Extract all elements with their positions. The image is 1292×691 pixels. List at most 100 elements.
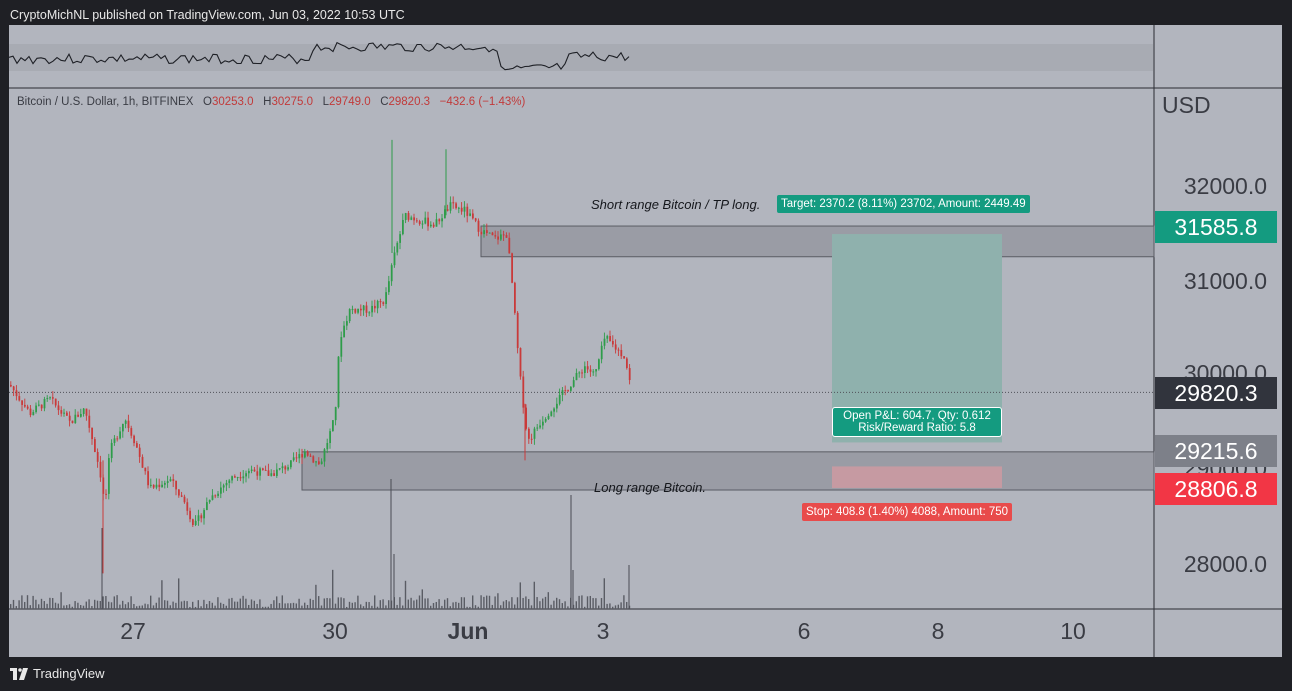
volume-bar — [558, 599, 561, 609]
candle-body — [393, 252, 396, 266]
volume-bar — [502, 601, 505, 609]
candle-body — [460, 207, 463, 212]
volume-bar — [228, 598, 230, 609]
candle-body — [180, 495, 183, 497]
volume-bar — [357, 595, 359, 609]
entry-price-tag: 29215.6 — [1155, 435, 1277, 467]
candle-body — [463, 206, 466, 212]
candle-body — [421, 223, 424, 225]
candle-body — [295, 457, 298, 459]
volume-bar — [354, 602, 356, 609]
candle-body — [248, 470, 250, 474]
target-label[interactable]: Target: 2370.2 (8.11%) 23702, Amount: 24… — [777, 195, 1030, 213]
volume-bar — [74, 601, 76, 609]
volume-bar — [256, 604, 258, 609]
candle-body — [480, 231, 483, 235]
candle-body — [214, 495, 217, 497]
volume-bar — [60, 592, 62, 609]
pnl-box[interactable]: Open P&L: 604.7, Qty: 0.612 Risk/Reward … — [832, 407, 1002, 437]
candle-body — [18, 396, 21, 401]
high-value: 30275.0 — [271, 96, 314, 108]
candle-body — [234, 476, 236, 478]
candle-body — [399, 234, 401, 243]
volume-bar — [488, 595, 491, 609]
volume-bar — [486, 595, 488, 609]
candle-body — [88, 415, 91, 428]
candle-body — [435, 219, 438, 227]
volume-bar — [68, 604, 71, 609]
candle-body — [273, 473, 275, 476]
close-label: C — [380, 96, 389, 108]
candle-body — [533, 428, 536, 439]
candle-body — [278, 468, 281, 470]
candle-body — [281, 466, 284, 469]
candle-body — [66, 412, 68, 416]
volume-bar — [113, 596, 115, 609]
volume-bar — [259, 599, 261, 609]
candle-body — [494, 235, 497, 237]
volume-bar — [29, 605, 31, 609]
x-tick-label: Jun — [447, 618, 489, 644]
volume-bar — [494, 596, 496, 609]
candle-body — [390, 265, 393, 282]
volume-bar — [329, 598, 331, 609]
candle-body — [374, 305, 376, 309]
candle-body — [430, 224, 432, 227]
candle-body — [239, 477, 242, 479]
volume-bar — [539, 601, 541, 609]
volume-bar — [452, 602, 454, 609]
volume-bar — [320, 605, 323, 609]
volume-bar — [368, 602, 370, 609]
candle-body — [267, 470, 270, 476]
candle-body — [382, 302, 385, 305]
long-range-annotation: Long range Bitcoin. — [594, 480, 707, 495]
candle-body — [614, 344, 617, 350]
candle-body — [200, 515, 203, 519]
low-label: L — [322, 96, 330, 108]
volume-bar — [514, 604, 516, 609]
candle-body — [192, 519, 194, 525]
candle-body — [556, 403, 558, 409]
volume-bar — [463, 597, 465, 609]
stop-label[interactable]: Stop: 408.8 (1.40%) 4088, Amount: 750 — [802, 503, 1013, 521]
volume-bar — [469, 606, 471, 609]
candle-body — [38, 404, 40, 406]
candle-body — [516, 312, 519, 349]
chart-frame[interactable]: Bitcoin / U.S. Dollar, 1h, BITFINEX O302… — [9, 25, 1282, 657]
candle-body — [410, 217, 413, 220]
candle-body — [40, 404, 43, 409]
candle-body — [82, 408, 85, 414]
brand-name: TradingView — [33, 666, 105, 681]
candle-body — [348, 309, 351, 322]
volume-bar — [609, 603, 611, 609]
volume-bar — [620, 602, 622, 609]
chart-canvas[interactable] — [9, 25, 1282, 657]
volume-bar — [612, 606, 614, 609]
volume-bar — [480, 595, 482, 609]
candle-body — [592, 371, 595, 373]
candle-body — [396, 242, 399, 253]
volume-bar — [180, 601, 183, 609]
candle-body — [21, 400, 23, 405]
candle-body — [68, 415, 71, 421]
candle-body — [116, 438, 119, 440]
volume-bar — [427, 598, 429, 609]
candle-body — [514, 282, 516, 313]
volume-bar — [15, 606, 17, 609]
candle-body — [502, 234, 505, 236]
candle-body — [340, 337, 343, 357]
volume-bar — [413, 600, 415, 609]
volume-bar — [284, 603, 286, 609]
candle-body — [127, 420, 130, 429]
candle-body — [108, 458, 110, 494]
candle-body — [626, 358, 628, 369]
indicator-line — [9, 41, 630, 71]
candle-body — [12, 386, 15, 391]
volume-bar — [595, 598, 597, 609]
tradingview-brand[interactable]: TradingView — [10, 666, 105, 681]
volume-bar — [553, 600, 555, 609]
volume-bar — [309, 598, 311, 609]
candle-body — [477, 220, 480, 232]
volume-bar — [264, 606, 267, 609]
candle-body — [362, 305, 365, 311]
